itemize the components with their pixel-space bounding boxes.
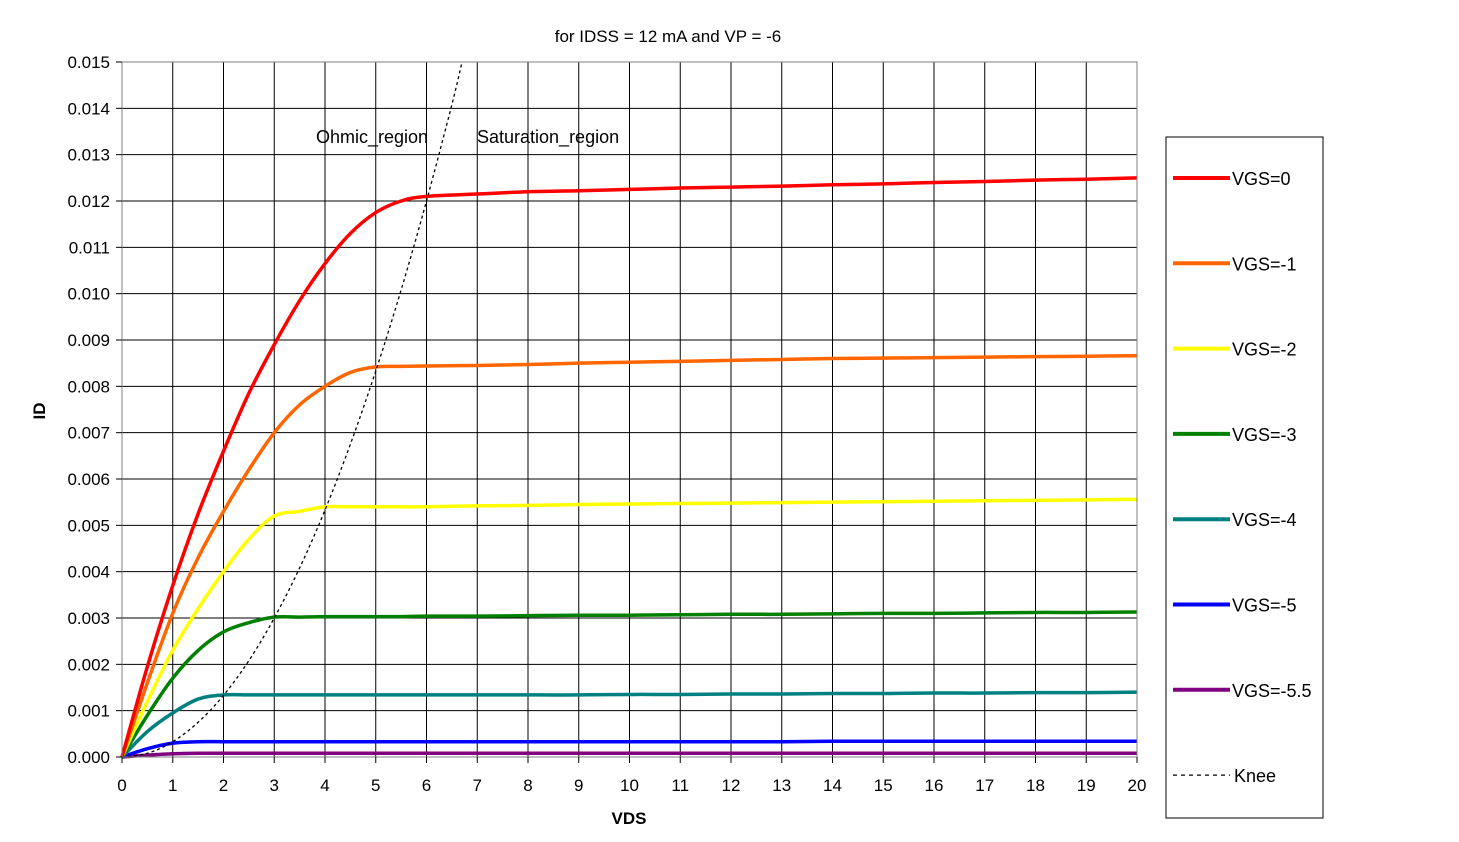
y-tick-label: 0.015 (67, 53, 110, 72)
y-tick-label: 0.003 (67, 609, 110, 628)
x-tick-label: 10 (620, 776, 639, 795)
x-tick-label: 3 (270, 776, 279, 795)
legend-label: VGS=-2 (1232, 340, 1297, 360)
legend: VGS=0 VGS=-1 VGS=-2 VGS=-3 VGS=-4 VGS=-5 VGS=-… (1165, 136, 1324, 819)
x-tick-label: 13 (772, 776, 791, 795)
x-tick-label: 5 (371, 776, 380, 795)
y-tick-label: 0.010 (67, 285, 110, 304)
y-tick-label: 0.012 (67, 192, 110, 211)
legend-label: Knee (1234, 766, 1276, 786)
x-tick-label: 0 (117, 776, 126, 795)
axis-ticks: 0 1 2 3 4 5 6 7 8 9 10 11 12 13 14 15 16 17 18 19 200.0000.0… (67, 53, 1146, 795)
y-axis-label: ID (30, 403, 49, 420)
y-tick-label: 0.001 (67, 702, 110, 721)
x-tick-label: 1 (168, 776, 177, 795)
x-tick-label: 16 (925, 776, 944, 795)
x-tick-label: 20 (1128, 776, 1147, 795)
y-tick-label: 0.011 (69, 238, 110, 257)
legend-label: VGS=-5 (1232, 596, 1297, 616)
y-tick-label: 0.007 (67, 424, 110, 443)
x-tick-label: 4 (320, 776, 329, 795)
y-tick-label: 0.005 (67, 516, 110, 535)
series-line-vgs-3 (120, 610, 1138, 758)
legend-label: VGS=-1 (1232, 254, 1297, 274)
x-tick-label: 17 (975, 776, 994, 795)
x-axis-label: VDS (612, 809, 647, 828)
y-tick-label: 0.006 (67, 470, 110, 489)
x-tick-label: 15 (874, 776, 893, 795)
x-tick-label: 9 (574, 776, 583, 795)
legend-label: VGS=0 (1232, 169, 1291, 189)
y-tick-label: 0.009 (67, 331, 110, 350)
series-line-vgs-1 (120, 354, 1138, 758)
y-tick-label: 0.013 (67, 146, 110, 165)
y-tick-label: 0.008 (67, 377, 110, 396)
x-tick-label: 2 (219, 776, 228, 795)
x-tick-label: 12 (722, 776, 741, 795)
series-line-vgs-5-5 (121, 751, 1137, 759)
series-line-vgs-5 (121, 739, 1137, 759)
chart-subtitle: for IDSS = 12 mA and VP = -6 (555, 27, 781, 46)
x-tick-label: 6 (422, 776, 431, 795)
legend-label: VGS=-5.5 (1232, 681, 1312, 701)
grid (121, 61, 1138, 758)
x-tick-label: 8 (523, 776, 532, 795)
annotation-saturation-region: Saturation_region (477, 127, 619, 148)
x-tick-label: 7 (473, 776, 482, 795)
y-tick-label: 0.014 (67, 99, 110, 118)
y-tick-label: 0.004 (67, 563, 110, 582)
legend-frame (1165, 136, 1324, 819)
x-tick-label: 11 (671, 776, 689, 795)
series-line-vgs-0 (120, 176, 1138, 758)
series-line-vgs-2 (120, 497, 1138, 758)
x-tick-label: 19 (1077, 776, 1096, 795)
series-lines (120, 61, 1138, 759)
legend-label: VGS=-4 (1232, 510, 1297, 530)
x-tick-label: 14 (823, 776, 842, 795)
y-tick-label: 0.002 (67, 655, 110, 674)
series-line-knee (121, 61, 463, 758)
annotation-ohmic-region: Ohmic_region (316, 127, 428, 148)
series-line-vgs-4 (120, 690, 1138, 759)
y-tick-label: 0.000 (67, 748, 110, 767)
x-tick-label: 18 (1026, 776, 1045, 795)
legend-label: VGS=-3 (1232, 425, 1297, 445)
